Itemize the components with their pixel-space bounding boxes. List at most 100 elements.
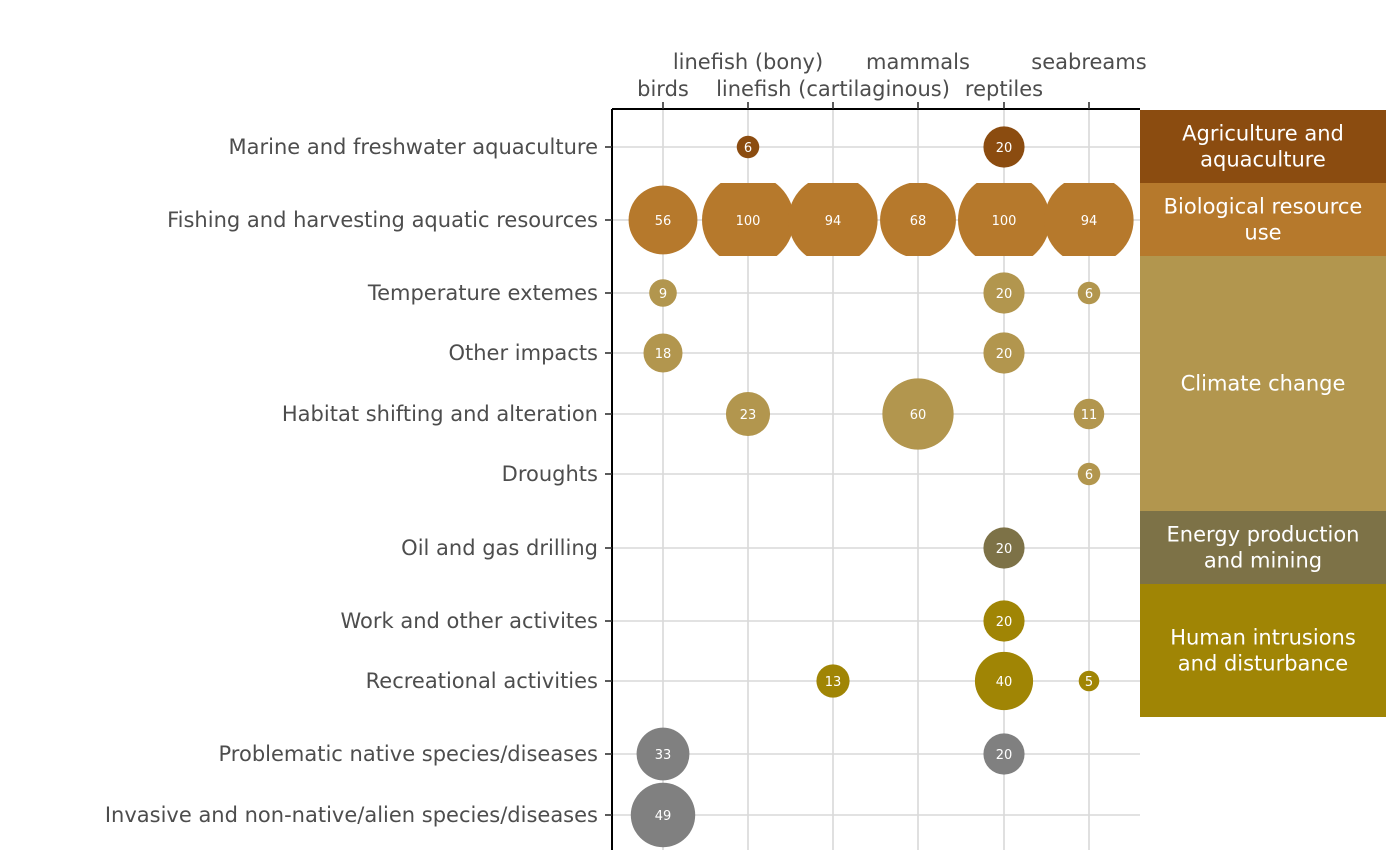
bubble-group: 94 <box>788 183 878 256</box>
bubble-group: 5 <box>1078 670 1100 692</box>
row-label: Marine and freshwater aquaculture <box>229 135 599 159</box>
bubble-group: 94 <box>1044 183 1134 256</box>
bubble-value-label: 18 <box>655 347 672 362</box>
bubble <box>636 727 690 781</box>
row-labels: Marine and freshwater aquaculture Fishing… <box>105 135 598 827</box>
bubble-value-label: 100 <box>736 214 761 229</box>
bubble-value-label: 6 <box>744 141 752 156</box>
group-label: Energy production <box>1167 523 1360 547</box>
bubble-value-label: 5 <box>1085 675 1093 690</box>
bubble-group: 56 <box>628 185 698 255</box>
bubble-group: 68 <box>880 183 956 256</box>
bubble-group: 49 <box>630 782 696 848</box>
group-panel-climate-change <box>1140 256 1386 511</box>
row-label: Invasive and non-native/alien species/di… <box>105 803 598 827</box>
bubble-value-label: 20 <box>996 347 1013 362</box>
bubble-group: 60 <box>882 378 954 450</box>
bubble-value-label: 33 <box>655 748 672 763</box>
bubble <box>725 391 771 437</box>
axes <box>605 102 1140 850</box>
column-label: linefish (bony) <box>673 50 823 74</box>
group-panel-agriculture-and-aquaculture <box>1140 110 1386 183</box>
bubble-group: 20 <box>983 272 1025 314</box>
group-label: use <box>1244 221 1281 245</box>
row-label: Work and other activites <box>341 609 599 633</box>
bubble-group: 6 <box>1077 281 1101 305</box>
bubble <box>643 333 683 373</box>
row-label: Problematic native species/diseases <box>219 742 599 766</box>
group-label: Agriculture and <box>1182 122 1344 146</box>
bubble-value-label: 56 <box>655 214 672 229</box>
bubble-value-label: 20 <box>996 287 1013 302</box>
row-label: Other impacts <box>448 341 598 365</box>
group-panel-biological-resource-use <box>1140 183 1386 256</box>
bubble <box>1044 183 1134 256</box>
bubble-group: 6 <box>736 135 760 159</box>
bubble-group: 20 <box>983 126 1025 168</box>
column-label: linefish (cartilaginous) <box>716 77 950 101</box>
bubble <box>974 651 1034 711</box>
bubble <box>736 135 760 159</box>
bubble <box>1077 462 1101 486</box>
bubble-group: 23 <box>725 391 771 437</box>
bubble-group: 11 <box>1073 398 1105 430</box>
bubble <box>983 126 1025 168</box>
row-label: Temperature extemes <box>367 281 598 305</box>
bubble <box>983 733 1025 775</box>
bubble-group: 33 <box>636 727 690 781</box>
bubble <box>958 183 1050 256</box>
group-label: aquaculture <box>1200 148 1326 172</box>
bubble <box>816 664 850 698</box>
bubble-group: 20 <box>983 527 1025 569</box>
bubble-value-label: 11 <box>1081 408 1098 423</box>
bubble-value-label: 100 <box>992 214 1017 229</box>
group-label: Biological resource <box>1164 195 1363 219</box>
group-panel-energy-production-and-mining <box>1140 511 1386 584</box>
bubble <box>1078 670 1100 692</box>
bubble <box>983 600 1025 642</box>
bubble-group: 20 <box>983 600 1025 642</box>
bubble-value-label: 6 <box>1085 287 1093 302</box>
group-panel-human-intrusions-and-disturbance <box>1140 584 1386 717</box>
bubble-value-label: 94 <box>1081 214 1098 229</box>
bubble-value-label: 94 <box>825 214 842 229</box>
bubble-group: 18 <box>643 333 683 373</box>
bubble-value-label: 20 <box>996 615 1013 630</box>
bubble-value-label: 60 <box>910 408 927 423</box>
bubble-value-label: 49 <box>655 809 672 824</box>
bubble-group: 100 <box>958 183 1050 256</box>
bubble <box>1077 281 1101 305</box>
bubble-value-label: 20 <box>996 748 1013 763</box>
column-labels: birds linefish (bony) linefish (cartilagin… <box>637 50 1147 101</box>
bubble <box>983 332 1025 374</box>
bubble-value-label: 13 <box>825 675 842 690</box>
bubble-group: 20 <box>983 733 1025 775</box>
bubble <box>1073 398 1105 430</box>
bubble <box>788 183 878 256</box>
bubble <box>649 279 677 307</box>
bubble <box>983 527 1025 569</box>
bubble <box>882 378 954 450</box>
bubble <box>983 272 1025 314</box>
bubble-value-label: 20 <box>996 141 1013 156</box>
bubble-value-label: 9 <box>659 287 667 302</box>
bubble-group: 100 <box>702 183 794 256</box>
column-label: reptiles <box>965 77 1043 101</box>
column-label: seabreams <box>1031 50 1146 74</box>
bubble <box>880 183 956 256</box>
bubble-value-label: 23 <box>740 408 757 423</box>
bubble <box>630 782 696 848</box>
row-label: Habitat shifting and alteration <box>282 402 598 426</box>
bubble-value-label: 6 <box>1085 468 1093 483</box>
group-label: and mining <box>1204 549 1322 573</box>
bubble-group: 6 <box>1077 462 1101 486</box>
group-label: Climate change <box>1181 372 1346 396</box>
row-label: Oil and gas drilling <box>401 536 598 560</box>
group-label: and disturbance <box>1178 652 1348 676</box>
bubble-value-label: 20 <box>996 542 1013 557</box>
row-label: Fishing and harvesting aquatic resources <box>167 208 598 232</box>
bubble-group: 20 <box>983 332 1025 374</box>
